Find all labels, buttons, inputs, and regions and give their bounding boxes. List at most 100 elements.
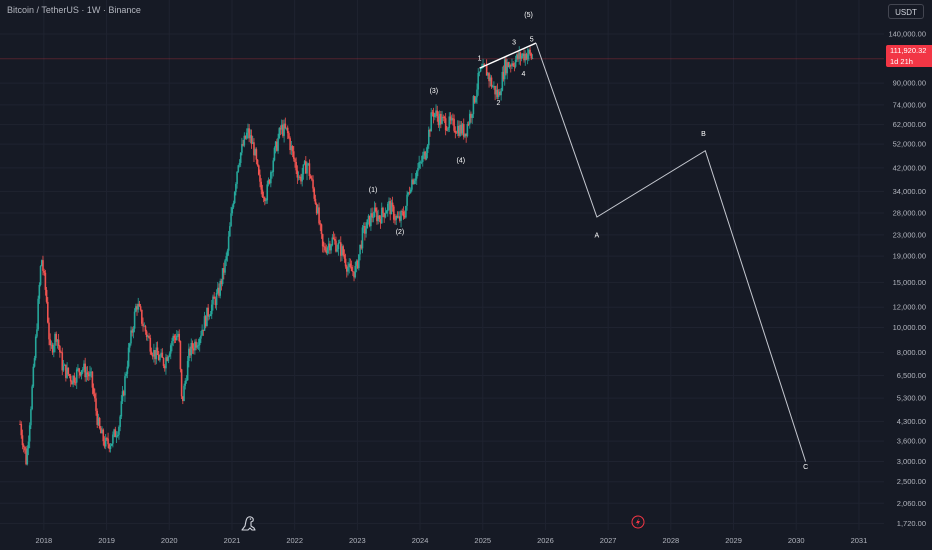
candle-body [327, 243, 330, 248]
candle-body [150, 351, 153, 355]
candle-body [302, 164, 305, 175]
candle-body [481, 67, 483, 69]
grid-layer [0, 0, 884, 530]
symbol-title[interactable]: Bitcoin / TetherUS · 1W · Binance [7, 5, 141, 15]
candle-body [127, 347, 130, 367]
candle-body [522, 53, 524, 56]
candle-body [237, 165, 240, 172]
candle-body [34, 336, 37, 359]
candle-body [223, 268, 225, 273]
candle-body [455, 132, 458, 134]
candle-body [466, 124, 469, 137]
candle-body [107, 438, 109, 445]
candle-body [272, 160, 275, 172]
x-tick-label: 2020 [161, 536, 178, 545]
candle-body [360, 244, 363, 249]
candle-body [268, 179, 271, 184]
candle-body [493, 85, 495, 87]
candle-body [200, 335, 202, 339]
wave-label-B: B [701, 131, 706, 138]
candle-body [202, 329, 205, 331]
candle-body [314, 198, 317, 204]
candle-body [446, 130, 448, 132]
candle-body [55, 333, 58, 342]
projection-path [535, 42, 807, 462]
candle-body [406, 194, 408, 206]
candle-body [160, 352, 162, 357]
candle-body [113, 429, 115, 435]
wave-label-3: 3 [512, 39, 516, 46]
candle-body [19, 424, 21, 425]
candle-body [270, 172, 272, 184]
candle-body [358, 254, 360, 269]
candle-body [241, 144, 243, 153]
candle-body [326, 247, 329, 253]
candle-body [467, 124, 470, 125]
candle-body [143, 325, 146, 327]
dinosaur-icon[interactable] [241, 516, 256, 531]
candle-body [313, 188, 316, 199]
candle-body [305, 161, 307, 174]
x-tick-label: 2029 [725, 536, 742, 545]
candle-body [136, 306, 138, 310]
y-tick-label: 2,060.00 [897, 499, 926, 508]
candle-body [137, 303, 140, 310]
candle-body [257, 165, 260, 175]
candle-body [412, 179, 414, 185]
y-tick-label: 28,000.00 [893, 208, 926, 217]
currency-badge[interactable]: USDT [888, 4, 924, 19]
candle-body [115, 435, 118, 438]
candle-body [286, 127, 289, 134]
candle-body [104, 437, 107, 447]
candle-body [485, 65, 488, 76]
candle-body [221, 268, 224, 285]
candle-body [192, 348, 195, 351]
candle-body [243, 135, 246, 146]
candle-body [371, 213, 373, 218]
candle-body [355, 260, 358, 266]
candle-body [254, 149, 256, 156]
candle-body [50, 344, 53, 346]
candle-body [49, 339, 52, 346]
x-tick-label: 2022 [286, 536, 303, 545]
candle-body [505, 59, 507, 74]
y-tick-label: 15,000.00 [893, 278, 926, 287]
candle-body [283, 123, 285, 136]
candle-body [27, 441, 30, 449]
wave-label-2: 2 [496, 100, 500, 107]
candle-body [528, 49, 530, 55]
x-tick-label: 2028 [662, 536, 679, 545]
candle-body [186, 360, 189, 381]
candle-body [260, 181, 262, 190]
candle-body [177, 333, 179, 336]
candle-body [108, 444, 111, 449]
candle-body [194, 341, 196, 351]
candle-body [530, 53, 533, 59]
candle-body [379, 219, 382, 224]
candle-body [476, 89, 478, 98]
lightning-icon[interactable] [631, 515, 645, 529]
candle-body [338, 242, 341, 244]
candle-body [57, 339, 60, 346]
candle-body [135, 306, 137, 312]
candle-body [183, 385, 185, 402]
candle-body [435, 110, 437, 114]
candle-body [145, 331, 148, 338]
candle-body [78, 368, 80, 373]
y-tick-label: 4,300.00 [897, 417, 926, 426]
candle-body [378, 215, 381, 220]
candle-body [353, 271, 355, 278]
candle-body [421, 155, 424, 162]
candle-body [81, 369, 84, 371]
candle-body [208, 315, 211, 317]
candle-body [523, 53, 525, 61]
candle-body [315, 203, 318, 214]
candle-body [323, 246, 325, 248]
candle-body [324, 246, 326, 251]
candle-body [312, 179, 314, 189]
candle-body [264, 197, 266, 202]
candle-body [475, 97, 477, 103]
candle-body [362, 226, 365, 228]
